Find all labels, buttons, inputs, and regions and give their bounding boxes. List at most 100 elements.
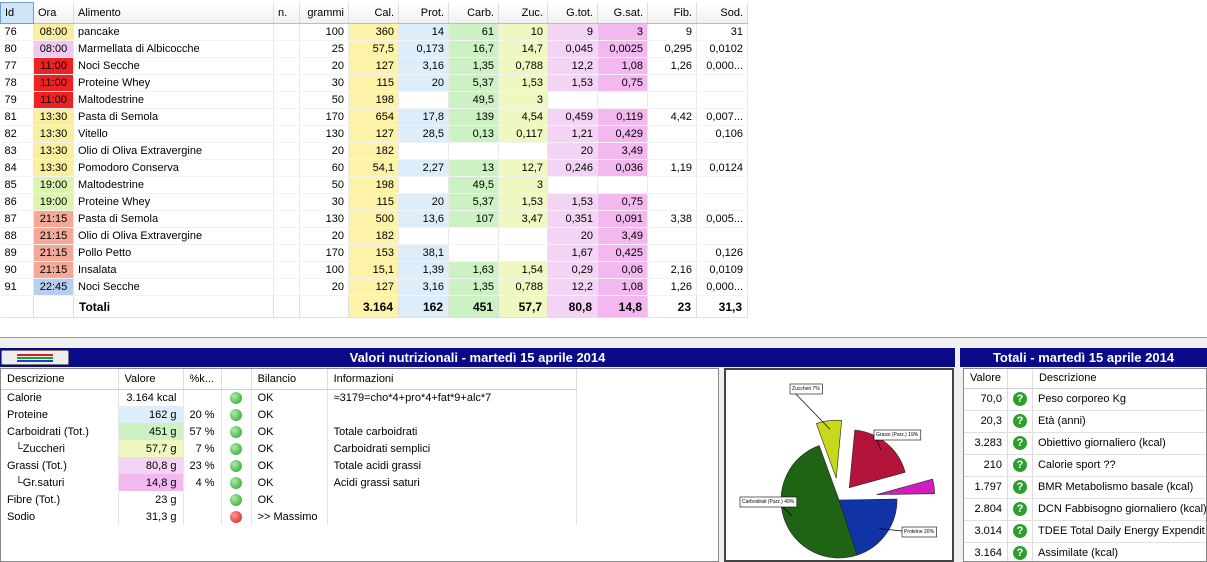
nutrition-row[interactable]: Proteine 162 g 20 % OK — [1, 406, 577, 423]
food-cell-ora: 22:45 — [33, 278, 74, 296]
food-cell-zuc: 14,7 — [498, 40, 548, 58]
nutrition-info: Totale acidi grassi — [327, 457, 577, 474]
totals-panel[interactable]: Valore Descrizione 70,0? Peso corporeo Kg 2… — [963, 368, 1207, 562]
help-icon[interactable]: ? — [1012, 414, 1027, 428]
food-cell-prot: 20 — [398, 74, 449, 92]
col-header-10[interactable]: G.sat. — [597, 2, 648, 24]
food-cell-fib: 9 — [647, 23, 697, 41]
food-cell-gtot — [547, 91, 598, 109]
nutrition-row[interactable]: Fibre (Tot.) 23 g OK — [1, 491, 577, 508]
food-cell-gsat: 0,75 — [597, 193, 648, 211]
col-header-5[interactable]: Cal. — [348, 2, 399, 24]
totals-item-row[interactable]: 70,0? Peso corporeo Kg — [964, 388, 1206, 411]
totals-col-header[interactable]: Descrizione — [1032, 369, 1206, 389]
food-row[interactable]: 84 13:30 Pomodoro Conserva 60 54,1 2,27 13 12,7… — [0, 159, 748, 177]
nutrition-col-header[interactable] — [221, 369, 252, 390]
nutrition-balance: OK — [251, 389, 328, 406]
nutrition-col-header[interactable]: %k... — [183, 369, 222, 390]
food-cell-cal: 500 — [348, 210, 399, 228]
food-row[interactable]: 85 19:00 Maltodestrine 50 198 49,5 3 — [0, 176, 748, 194]
help-icon[interactable]: ? — [1012, 524, 1027, 538]
food-row[interactable]: 91 22:45 Noci Secche 20 127 3,16 1,35 0,788 12,2… — [0, 278, 748, 296]
nutrition-values-panel[interactable]: Descrizione Valore %k... Bilancio Informazio… — [0, 368, 719, 562]
food-row[interactable]: 90 21:15 Insalata 100 15,1 1,39 1,63 1,54 0,29 0,… — [0, 261, 748, 279]
food-log-table: Id Ora Alimento n. grammi Cal. Prot. Carb. Zuc. G… — [0, 2, 748, 318]
col-header-11[interactable]: Fib. — [647, 2, 697, 24]
nutrition-value: 31,3 g — [118, 508, 184, 525]
food-cell-zuc: 10 — [498, 23, 548, 41]
nutrition-percent: 4 % — [183, 474, 222, 491]
food-cell-alimento: Proteine Whey — [73, 74, 274, 92]
food-row[interactable]: 89 21:15 Pollo Petto 170 153 38,1 1,67 0,425 0,1… — [0, 244, 748, 262]
totals-item-row[interactable]: 210? Calorie sport ?? — [964, 454, 1206, 477]
col-header-1[interactable]: Ora — [33, 2, 74, 24]
help-cell: ? — [1007, 520, 1033, 543]
food-row[interactable]: 81 13:30 Pasta di Semola 170 654 17,8 139 4,54 0… — [0, 108, 748, 126]
food-cell-n — [273, 142, 300, 160]
food-row[interactable]: 79 11:00 Maltodestrine 50 198 49,5 3 — [0, 91, 748, 109]
total-cell — [273, 295, 300, 318]
totals-item-row[interactable]: 2.804? DCN Fabbisogno giornaliero (kcal) — [964, 498, 1206, 521]
help-icon[interactable]: ? — [1012, 502, 1027, 516]
food-row[interactable]: 80 08:00 Marmellata di Albicocche 25 57,5 0,1… — [0, 40, 748, 58]
food-cell-gtot: 20 — [547, 142, 598, 160]
nutrition-col-header[interactable]: Informazioni — [327, 369, 577, 390]
food-row[interactable]: 86 19:00 Proteine Whey 30 115 20 5,37 1,53 1,53 0… — [0, 193, 748, 211]
totals-item-row[interactable]: 3.283? Obiettivo giornaliero (kcal) — [964, 432, 1206, 455]
totals-item-row[interactable]: 1.797? BMR Metabolismo basale (kcal) — [964, 476, 1206, 499]
food-log-grid[interactable]: Id Ora Alimento n. grammi Cal. Prot. Carb. Zuc. G… — [0, 0, 1207, 338]
nutrition-row[interactable]: Carboidrati (Tot.) 451 g 57 % OK Totale carb… — [1, 423, 577, 440]
help-icon[interactable]: ? — [1012, 458, 1027, 472]
food-row[interactable]: 78 11:00 Proteine Whey 30 115 20 5,37 1,53 1,53 0… — [0, 74, 748, 92]
totals-desc: TDEE Total Daily Energy Expendit... — [1032, 520, 1206, 543]
total-cell: 23 — [647, 295, 697, 318]
nutrition-col-header[interactable]: Descrizione — [1, 369, 119, 390]
totals-item-row[interactable]: 20,3? Età (anni) — [964, 410, 1206, 433]
food-row[interactable]: 82 13:30 Vitello 130 127 28,5 0,13 0,117 1,21 0,4… — [0, 125, 748, 143]
food-cell-id: 85 — [0, 176, 34, 194]
col-header-6[interactable]: Prot. — [398, 2, 449, 24]
color-legend-button[interactable] — [1, 350, 69, 365]
help-icon[interactable]: ? — [1012, 480, 1027, 494]
help-icon[interactable]: ? — [1012, 546, 1027, 560]
food-row[interactable]: 76 08:00 pancake 100 360 14 61 10 9 3 9 31 — [0, 23, 748, 41]
totals-col-header[interactable]: Valore — [964, 369, 1008, 389]
food-cell-id: 81 — [0, 108, 34, 126]
red-status-icon — [230, 510, 243, 523]
food-row[interactable]: 77 11:00 Noci Secche 20 127 3,16 1,35 0,788 12,2… — [0, 57, 748, 75]
food-cell-n — [273, 108, 300, 126]
col-header-3[interactable]: n. — [273, 2, 300, 24]
col-header-8[interactable]: Zuc. — [498, 2, 548, 24]
col-header-9[interactable]: G.tot. — [547, 2, 598, 24]
food-row[interactable]: 88 21:15 Olio di Oliva Extravergine 20 182 20… — [0, 227, 748, 245]
nutrition-row[interactable]: Grassi (Tot.) 80,8 g 23 % OK Totale acidi gr… — [1, 457, 577, 474]
help-icon[interactable]: ? — [1012, 392, 1027, 406]
food-cell-gsat: 0,0025 — [597, 40, 648, 58]
food-cell-n — [273, 125, 300, 143]
food-cell-fib — [647, 74, 697, 92]
food-row[interactable]: 87 21:15 Pasta di Semola 130 500 13,6 107 3,47 0… — [0, 210, 748, 228]
col-header-2[interactable]: Alimento — [73, 2, 274, 24]
totals-col-header[interactable] — [1007, 369, 1033, 389]
nutrition-col-header[interactable]: Bilancio — [251, 369, 328, 390]
col-header-0[interactable]: Id — [0, 2, 34, 24]
status-cell — [221, 457, 252, 474]
food-cell-gsat: 0,119 — [597, 108, 648, 126]
help-icon[interactable]: ? — [1012, 436, 1027, 450]
nutrition-row[interactable]: Sodio 31,3 g >> Massimo — [1, 508, 577, 525]
totals-item-row[interactable]: 3.014? TDEE Total Daily Energy Expendit..… — [964, 520, 1206, 543]
food-cell-id: 77 — [0, 57, 34, 75]
col-header-7[interactable]: Carb. — [448, 2, 499, 24]
nutrition-row[interactable]: Calorie 3.164 kcal OK ≈3179=cho*4+pro*4+fat… — [1, 389, 577, 406]
nutrition-info — [327, 508, 577, 525]
col-header-12[interactable]: Sod. — [696, 2, 748, 24]
food-row[interactable]: 83 13:30 Olio di Oliva Extravergine 20 182 20… — [0, 142, 748, 160]
food-cell-ora: 19:00 — [33, 176, 74, 194]
nutrition-col-header[interactable]: Valore — [118, 369, 184, 390]
food-cell-gtot: 1,21 — [547, 125, 598, 143]
totals-item-row[interactable]: 3.164? Assimilate (kcal) — [964, 542, 1206, 561]
nutrition-value: 3.164 kcal — [118, 389, 184, 406]
col-header-4[interactable]: grammi — [299, 2, 349, 24]
